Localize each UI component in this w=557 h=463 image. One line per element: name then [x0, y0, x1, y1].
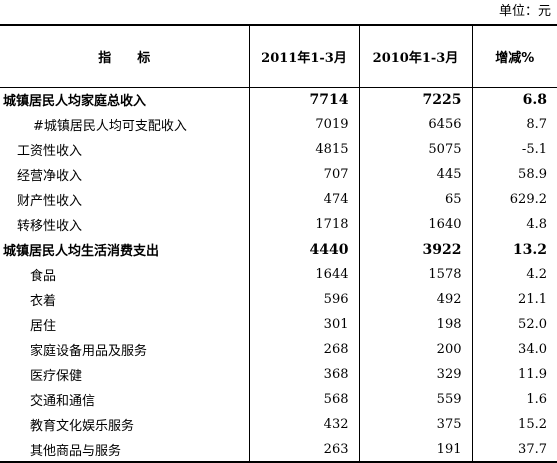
unit-label: 单位：元 — [498, 4, 551, 19]
table-header: 指标 2011年1-3月 2010年1-3月 增减% — [0, 24, 557, 88]
row-change: 1.6 — [471, 387, 557, 412]
row-label: 城镇居民人均生活消费支出 — [3, 244, 160, 259]
row-change: -5.1 — [471, 137, 557, 162]
table-row: 教育文化娱乐服务 432 375 15.2 — [0, 412, 557, 437]
row-value-2010: 7225 — [358, 87, 472, 112]
row-label: 交通和通信 — [30, 394, 96, 409]
header-change: 增减% — [471, 24, 557, 88]
row-label: 衣着 — [30, 294, 57, 309]
table-row: 食品 1644 1578 4.2 — [0, 262, 557, 287]
row-value-2011: 596 — [248, 287, 359, 312]
row-value-2011: 263 — [248, 437, 359, 463]
row-value-2010: 445 — [358, 162, 472, 187]
row-value-2011: 1718 — [248, 212, 359, 237]
row-change: 4.8 — [471, 212, 557, 237]
table-row: 城镇居民人均生活消费支出 4440 3922 13.2 — [0, 237, 557, 262]
table-row: 居住 301 198 52.0 — [0, 312, 557, 337]
row-value-2011: 568 — [248, 387, 359, 412]
row-value-2011: 7019 — [248, 112, 359, 137]
table-row: 城镇居民人均家庭总收入 7714 7225 6.8 — [0, 87, 557, 112]
row-value-2011: 7714 — [248, 87, 359, 112]
row-change: 629.2 — [471, 187, 557, 212]
row-change: 37.7 — [471, 437, 557, 463]
row-label: #城镇居民人均可支配收入 — [33, 119, 187, 134]
row-value-2010: 5075 — [358, 137, 472, 162]
row-value-2011: 432 — [248, 412, 359, 437]
table-row: #城镇居民人均可支配收入 7019 6456 8.7 — [0, 112, 557, 137]
table-row: 家庭设备用品及服务 268 200 34.0 — [0, 337, 557, 362]
table-row: 工资性收入 4815 5075 -5.1 — [0, 137, 557, 162]
row-label: 财产性收入 — [17, 194, 83, 209]
row-value-2010: 65 — [358, 187, 472, 212]
row-label: 其他商品与服务 — [0, 437, 249, 463]
row-change: 8.7 — [471, 112, 557, 137]
row-label: 居住 — [30, 319, 57, 334]
row-value-2010: 329 — [358, 362, 472, 387]
row-change: 13.2 — [471, 237, 557, 262]
row-label: 转移性收入 — [17, 219, 83, 234]
row-change: 6.8 — [471, 87, 557, 112]
table-row: 转移性收入 1718 1640 4.8 — [0, 212, 557, 237]
row-value-2011: 368 — [248, 362, 359, 387]
table-row: 财产性收入 474 65 629.2 — [0, 187, 557, 212]
table-row: 经营净收入 707 445 58.9 — [0, 162, 557, 187]
header-row: 指标 2011年1-3月 2010年1-3月 增减% — [0, 24, 557, 88]
table-row: 衣着 596 492 21.1 — [0, 287, 557, 312]
row-change: 52.0 — [471, 312, 557, 337]
row-value-2010: 559 — [358, 387, 472, 412]
table-row: 交通和通信 568 559 1.6 — [0, 387, 557, 412]
table-body: 城镇居民人均家庭总收入 7714 7225 6.8 #城镇居民人均可支配收入 7… — [0, 87, 557, 463]
income-expenditure-table: 指标 2011年1-3月 2010年1-3月 增减% 城镇居民人均家庭总收入 7… — [0, 24, 557, 463]
row-value-2010: 1578 — [358, 262, 472, 287]
row-value-2011: 301 — [248, 312, 359, 337]
row-value-2010: 492 — [358, 287, 472, 312]
table-row: 医疗保健 368 329 11.9 — [0, 362, 557, 387]
row-change: 58.9 — [471, 162, 557, 187]
row-value-2010: 375 — [358, 412, 472, 437]
row-value-2010: 198 — [358, 312, 472, 337]
row-label: 经营净收入 — [17, 169, 83, 184]
row-change: 15.2 — [471, 412, 557, 437]
row-value-2010: 3922 — [358, 237, 472, 262]
row-label: 工资性收入 — [17, 144, 83, 159]
row-change: 4.2 — [471, 262, 557, 287]
row-value-2011: 4815 — [248, 137, 359, 162]
row-value-2011: 707 — [248, 162, 359, 187]
row-value-2010: 191 — [358, 437, 472, 463]
row-label: 医疗保健 — [30, 369, 83, 384]
header-indicator: 指标 — [0, 24, 249, 88]
row-label: 城镇居民人均家庭总收入 — [3, 94, 147, 110]
row-value-2011: 474 — [248, 187, 359, 212]
row-value-2011: 4440 — [248, 237, 359, 262]
row-change: 34.0 — [471, 337, 557, 362]
row-label: 教育文化娱乐服务 — [30, 419, 135, 434]
row-change: 21.1 — [471, 287, 557, 312]
row-change: 11.9 — [471, 362, 557, 387]
table-row: 其他商品与服务 263 191 37.7 — [0, 437, 557, 463]
row-value-2010: 6456 — [358, 112, 472, 137]
row-value-2010: 200 — [358, 337, 472, 362]
row-label: 食品 — [30, 269, 57, 284]
row-value-2011: 1644 — [248, 262, 359, 287]
row-value-2010: 1640 — [358, 212, 472, 237]
header-2010: 2010年1-3月 — [358, 24, 472, 88]
row-value-2011: 268 — [248, 337, 359, 362]
header-2011: 2011年1-3月 — [248, 24, 359, 88]
header-indicator-text: 指标 — [98, 50, 177, 66]
row-label: 家庭设备用品及服务 — [30, 344, 148, 359]
